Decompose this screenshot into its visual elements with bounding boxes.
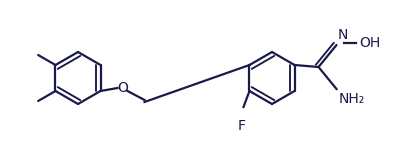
Text: O: O (117, 81, 128, 95)
Text: NH₂: NH₂ (339, 92, 365, 106)
Text: F: F (237, 119, 245, 133)
Text: OH: OH (360, 36, 381, 50)
Text: N: N (338, 28, 348, 42)
